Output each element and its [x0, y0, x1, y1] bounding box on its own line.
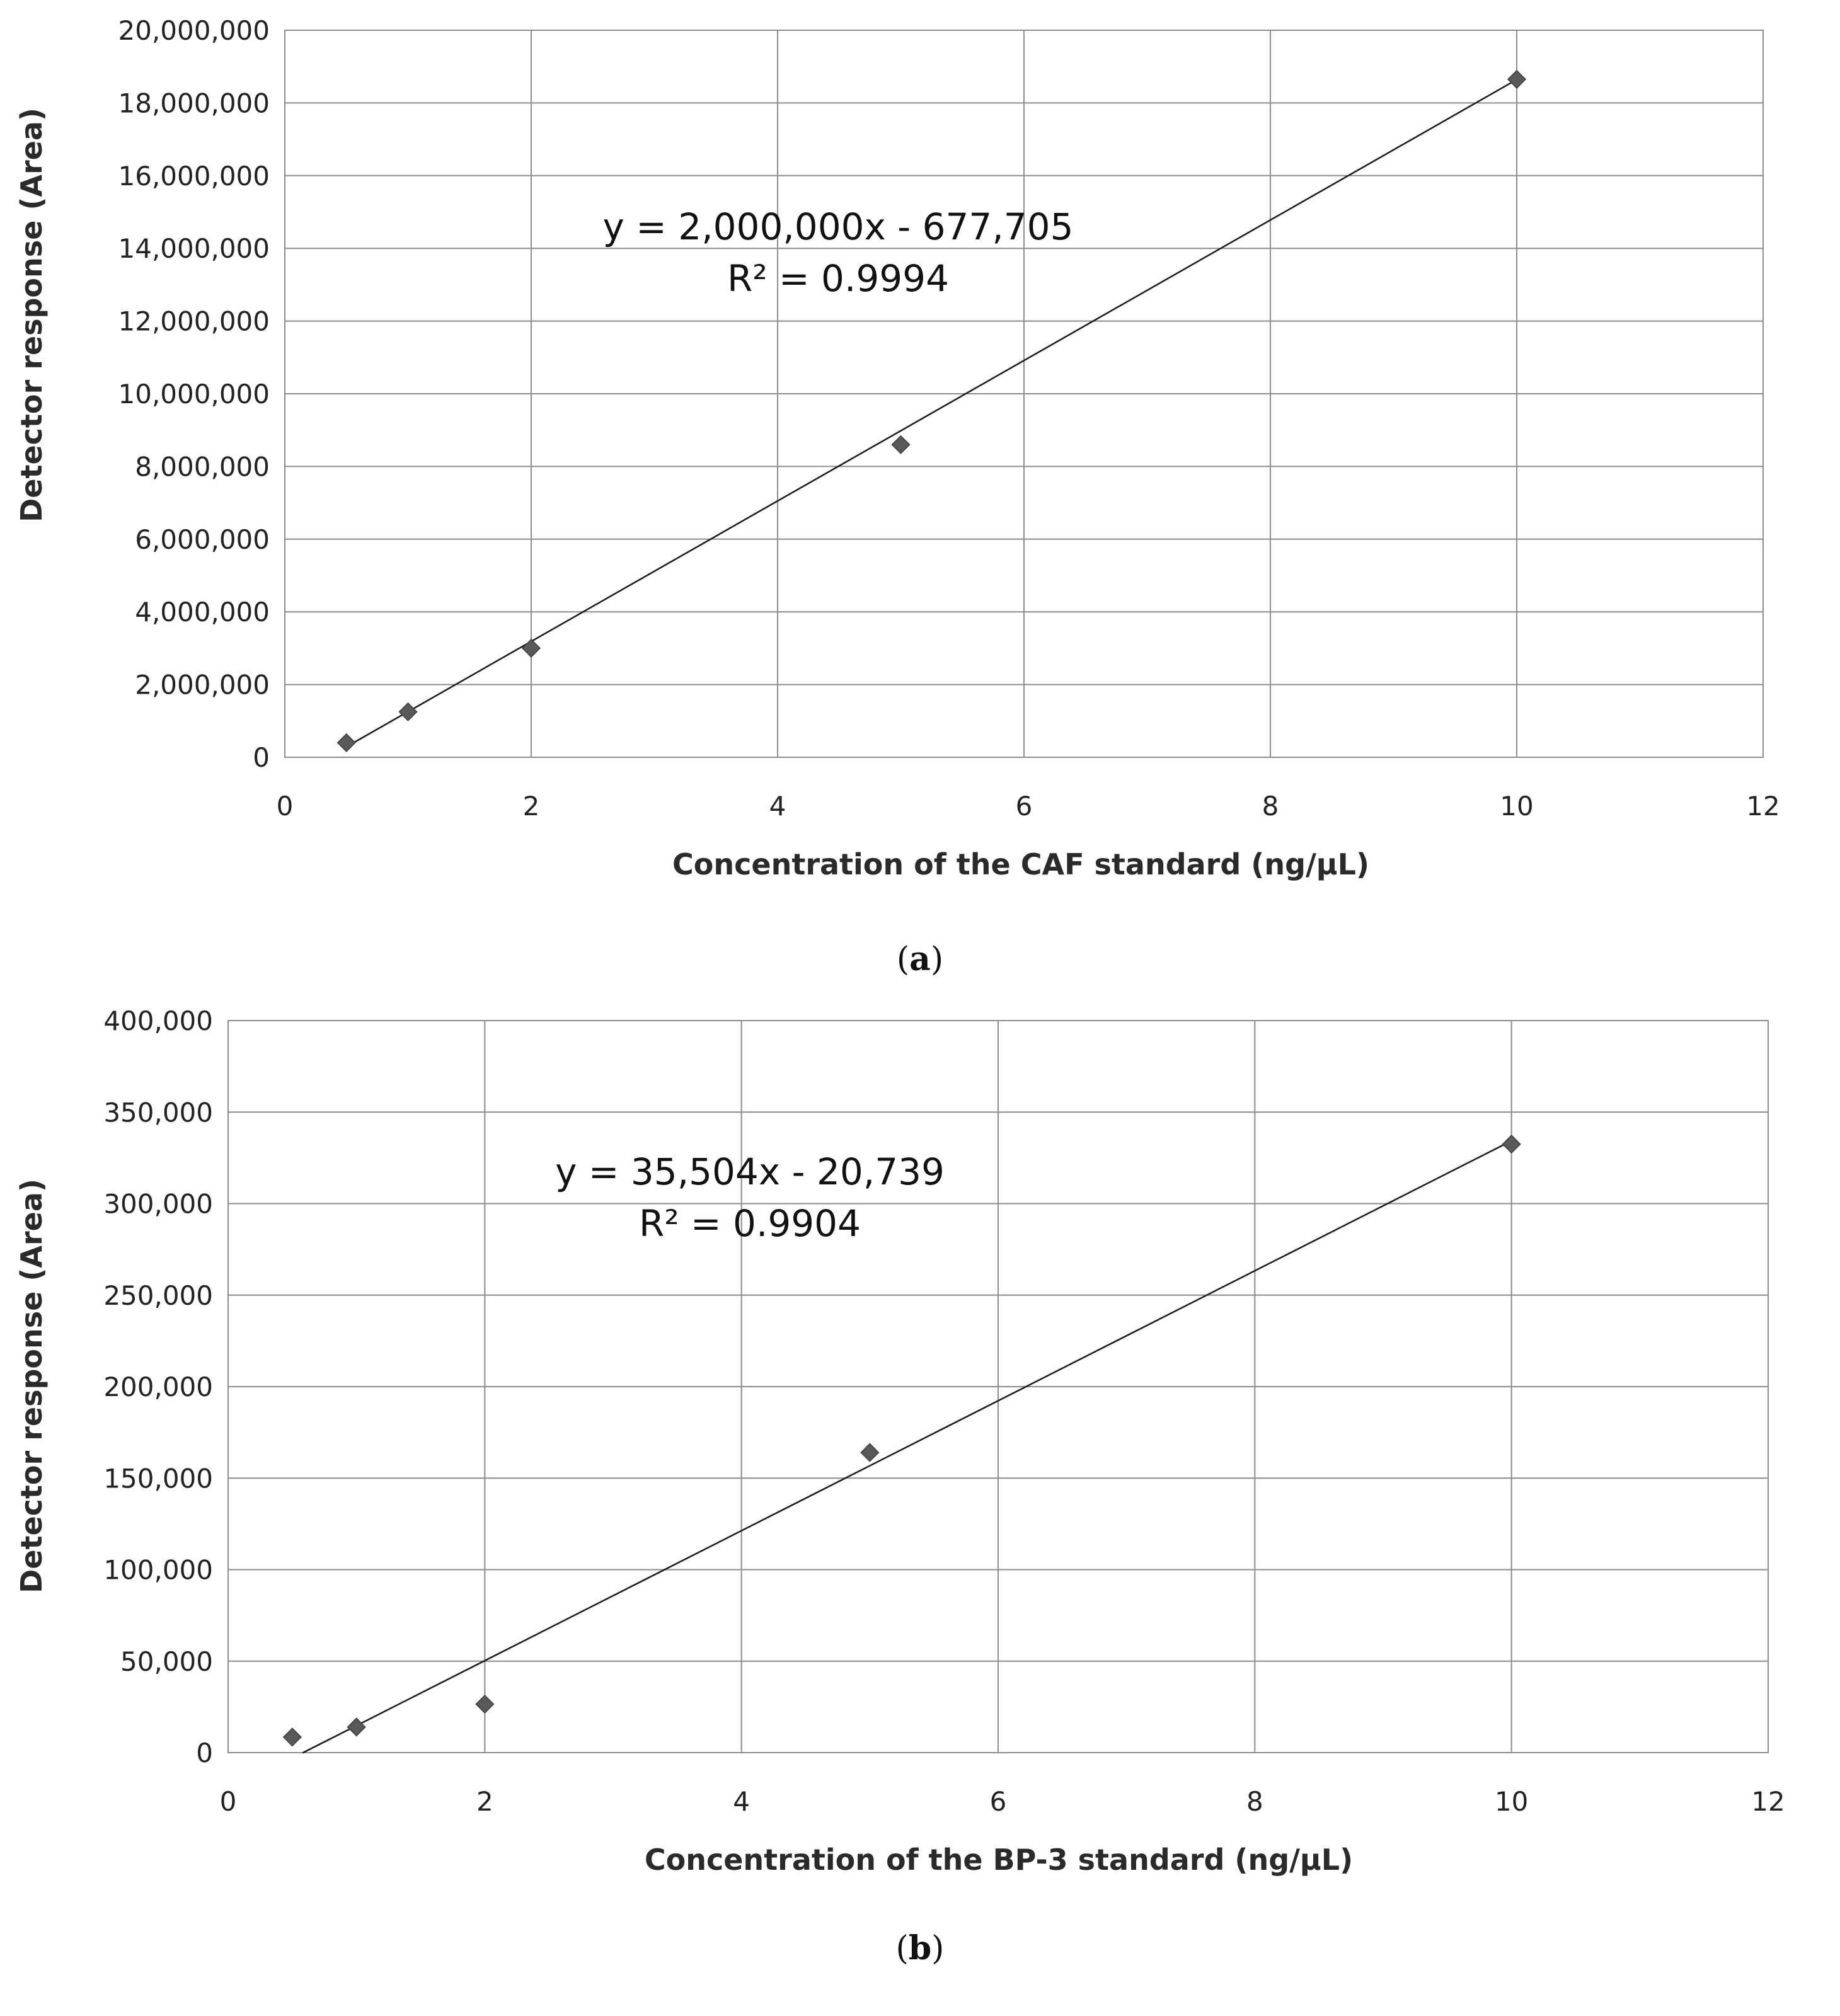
- y-tick-label: 50,000: [120, 1646, 213, 1677]
- y-tick-label: 4,000,000: [135, 597, 270, 627]
- caption-open-paren: (: [896, 1930, 909, 1967]
- chart-a-equation: y = 2,000,000x - 677,705: [603, 205, 1074, 248]
- data-point-marker: [521, 638, 541, 658]
- panel-caption-b: (b): [896, 1929, 945, 1967]
- chart-a-grid: [284, 30, 1764, 758]
- chart-b-grid: [227, 1020, 1769, 1753]
- x-tick-label: 0: [277, 791, 294, 822]
- caption-b-letter: b: [909, 1929, 931, 1967]
- chart-b-r-squared: R² = 0.9904: [639, 1202, 861, 1245]
- x-tick-label: 12: [1746, 791, 1780, 822]
- x-tick-label: 10: [1500, 791, 1533, 822]
- x-tick-label: 10: [1495, 1786, 1528, 1817]
- data-point-marker: [398, 702, 418, 721]
- y-tick-label: 0: [253, 742, 270, 773]
- data-point-marker: [891, 435, 911, 454]
- x-tick-label: 2: [523, 791, 540, 822]
- y-tick-label: 350,000: [103, 1097, 213, 1128]
- chart-a: 0 2,000,000 4,000,000 6,000,000 8,000,000 10,…: [14, 15, 1780, 881]
- y-tick-label: 150,000: [103, 1463, 213, 1494]
- data-point-marker: [1507, 69, 1527, 89]
- chart-a-r-squared: R² = 0.9994: [727, 257, 949, 300]
- y-tick-label: 16,000,000: [118, 161, 270, 192]
- y-tick-label: 20,000,000: [118, 15, 270, 46]
- x-tick-label: 0: [220, 1786, 237, 1817]
- chart-a-points: [336, 69, 1527, 752]
- y-tick-label: 14,000,000: [118, 233, 270, 264]
- svg-text:(a): (a): [897, 940, 943, 978]
- y-tick-label: 400,000: [103, 1005, 213, 1036]
- chart-b-y-axis-label: Detector response (Area): [14, 1179, 49, 1593]
- chart-a-trendline: [346, 79, 1517, 748]
- data-point-marker: [860, 1443, 880, 1462]
- caption-close-paren: ): [931, 941, 943, 978]
- y-tick-label: 300,000: [103, 1189, 213, 1220]
- y-tick-label: 2,000,000: [135, 670, 270, 701]
- chart-b-points: [282, 1135, 1521, 1747]
- caption-close-paren: ): [931, 1930, 944, 1967]
- y-tick-label: 18,000,000: [118, 88, 270, 118]
- x-tick-label: 6: [990, 1786, 1007, 1817]
- data-point-marker: [347, 1717, 366, 1737]
- x-tick-label: 6: [1016, 791, 1033, 822]
- panel-caption-a: (a): [897, 940, 943, 978]
- chart-a-x-axis-label: Concentration of the CAF standard (ng/µL…: [672, 847, 1369, 881]
- y-tick-label: 10,000,000: [118, 379, 270, 410]
- y-tick-label: 0: [196, 1738, 213, 1768]
- x-tick-label: 8: [1262, 791, 1279, 822]
- y-tick-label: 100,000: [103, 1555, 213, 1586]
- chart-b-x-axis-label: Concentration of the BP-3 standard (ng/µ…: [645, 1843, 1353, 1877]
- chart-a-y-ticks: 0 2,000,000 4,000,000 6,000,000 8,000,000 10,…: [118, 15, 270, 773]
- chart-a-x-ticks: 0 2 4 6 8 10 12: [277, 791, 1780, 822]
- chart-a-plot-frame: [284, 30, 1764, 758]
- x-tick-label: 2: [476, 1786, 493, 1817]
- y-tick-label: 12,000,000: [118, 306, 270, 337]
- chart-a-y-axis-label: Detector response (Area): [14, 108, 49, 522]
- x-tick-label: 4: [733, 1786, 750, 1817]
- chart-b: 0 50,000 100,000 150,000 200,000 250,000 300,0…: [14, 1005, 1785, 1877]
- data-point-marker: [1502, 1135, 1521, 1154]
- x-tick-label: 8: [1246, 1786, 1263, 1817]
- y-tick-label: 250,000: [103, 1280, 213, 1311]
- y-tick-label: 8,000,000: [135, 451, 270, 482]
- data-point-marker: [282, 1727, 302, 1747]
- x-tick-label: 12: [1751, 1786, 1785, 1817]
- chart-b-plot-frame: [227, 1020, 1769, 1753]
- caption-open-paren: (: [897, 941, 909, 978]
- data-point-marker: [336, 733, 356, 752]
- svg-text:(b): (b): [896, 1929, 945, 1967]
- data-point-marker: [475, 1694, 495, 1714]
- y-tick-label: 6,000,000: [135, 524, 270, 555]
- x-tick-label: 4: [769, 791, 786, 822]
- chart-b-trendline: [302, 1140, 1512, 1754]
- chart-b-y-ticks: 0 50,000 100,000 150,000 200,000 250,000 300,0…: [103, 1005, 213, 1768]
- y-tick-label: 200,000: [103, 1372, 213, 1402]
- caption-a-letter: a: [909, 940, 931, 978]
- chart-b-equation: y = 35,504x - 20,739: [555, 1150, 945, 1193]
- chart-b-x-ticks: 0 2 4 6 8 10 12: [220, 1786, 1785, 1817]
